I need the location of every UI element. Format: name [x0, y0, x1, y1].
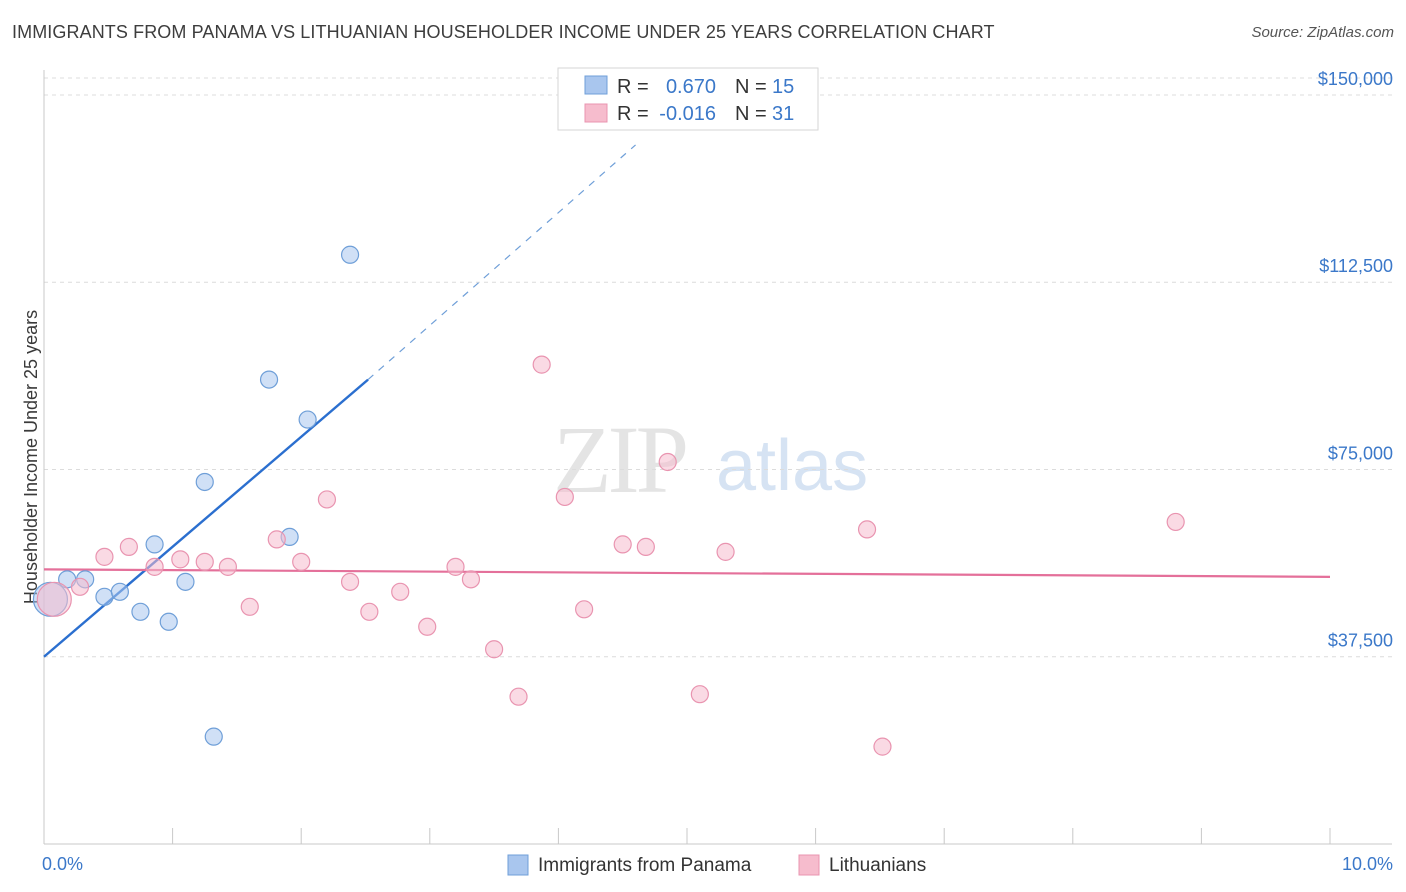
point-lithuanians	[658, 452, 677, 472]
y-tick-label: $37,500	[1328, 631, 1393, 651]
legend-n-label-2: N =	[735, 103, 767, 125]
legend-r-value-1: 0.670	[666, 76, 716, 98]
point-panama	[131, 602, 150, 621]
point-panama	[204, 727, 223, 746]
point-lithuanians	[95, 547, 114, 566]
legend-r-value-2: -0.016	[659, 103, 716, 125]
point-lithuanians	[509, 687, 528, 706]
point-lithuanians	[340, 572, 360, 591]
point-lithuanians	[391, 582, 410, 601]
point-lithuanians	[461, 570, 481, 589]
point-lithuanians	[360, 602, 379, 621]
stats-legend: R = 0.670 N = 15 R = -0.016 N = 31	[557, 67, 819, 131]
point-lithuanians	[690, 685, 709, 704]
point-panama	[298, 410, 317, 429]
legend-n-label-1: N =	[735, 76, 767, 98]
bottom-legend-label-lithuanians: Lithuanians	[829, 855, 926, 876]
point-lithuanians	[446, 557, 465, 576]
x-ticks	[43, 828, 1331, 844]
y-tick-labels: $37,500 $75,000 $112,500 $150,000	[1318, 69, 1393, 651]
x-tick-label-max: 10.0%	[1342, 854, 1393, 874]
point-lithuanians	[292, 552, 311, 571]
point-lithuanians	[36, 581, 72, 617]
point-lithuanians	[716, 542, 735, 561]
point-lithuanians	[418, 617, 437, 636]
point-panama	[176, 572, 195, 591]
bottom-legend-label-panama: Immigrants from Panama	[538, 855, 752, 876]
point-panama	[110, 582, 129, 601]
y-tick-label: $75,000	[1328, 443, 1393, 463]
point-lithuanians	[145, 557, 164, 576]
point-lithuanians	[70, 577, 90, 596]
x-tick-label-min: 0.0%	[42, 854, 83, 874]
point-lithuanians	[873, 737, 892, 756]
point-panama	[340, 245, 360, 264]
points-panama	[32, 245, 360, 746]
axes	[43, 70, 1392, 845]
point-lithuanians	[575, 600, 594, 619]
point-lithuanians	[240, 597, 259, 616]
point-lithuanians	[532, 355, 551, 374]
point-lithuanians	[218, 557, 237, 576]
point-panama	[259, 370, 279, 389]
point-lithuanians	[171, 550, 190, 569]
legend-r-label-1: R =	[617, 76, 649, 98]
bottom-legend-swatch-panama	[507, 854, 529, 876]
y-tick-label: $150,000	[1318, 69, 1393, 89]
point-panama	[159, 612, 178, 631]
series-legend: Immigrants from Panama Lithuanians	[507, 854, 926, 876]
point-lithuanians	[267, 530, 286, 549]
trend-line-lithuanians	[43, 568, 1331, 578]
bottom-legend-swatch-lithuanians	[798, 854, 820, 876]
watermark-atlas: atlas	[716, 426, 868, 506]
point-lithuanians	[613, 535, 632, 554]
point-lithuanians	[555, 487, 574, 507]
point-panama	[95, 587, 114, 606]
legend-r-label-2: R =	[617, 103, 649, 125]
point-panama	[145, 535, 164, 554]
legend-n-value-2: 31	[772, 103, 794, 125]
point-lithuanians	[485, 640, 504, 659]
point-lithuanians	[195, 552, 214, 571]
y-axis-label: Householder Income Under 25 years	[21, 310, 41, 604]
trend-solid-lithuanians	[43, 568, 1331, 578]
point-lithuanians	[636, 537, 655, 556]
trend-line-panama	[43, 144, 636, 658]
y-tick-label: $112,500	[1319, 256, 1393, 276]
chart-title: IMMIGRANTS FROM PANAMA VS LITHUANIAN HOU…	[12, 22, 995, 42]
source-credit: Source: ZipAtlas.com	[1251, 24, 1394, 41]
legend-swatch-panama	[584, 75, 608, 95]
legend-swatch-lithuanians	[584, 103, 608, 123]
point-lithuanians	[119, 537, 138, 556]
point-panama	[195, 472, 214, 492]
legend-n-value-1: 15	[772, 76, 794, 98]
point-lithuanians	[317, 490, 337, 509]
point-lithuanians	[857, 520, 877, 539]
trend-solid-panama	[43, 378, 369, 658]
point-lithuanians	[1166, 512, 1185, 532]
points-lithuanians	[36, 355, 1185, 756]
trend-dashed-panama	[367, 144, 636, 381]
